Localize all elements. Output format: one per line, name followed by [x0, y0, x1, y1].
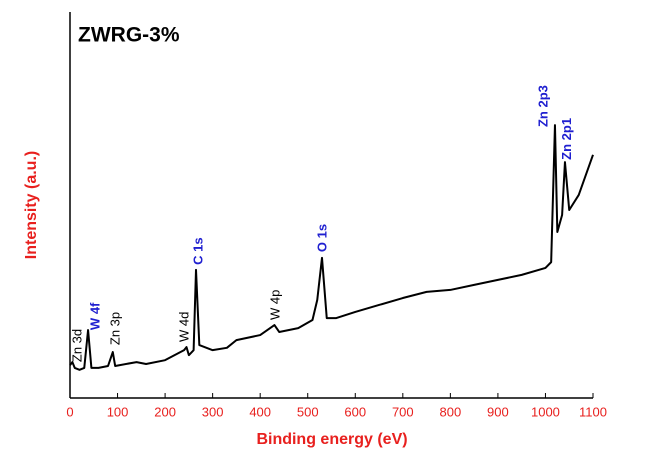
peak-label: O 1s	[314, 224, 329, 252]
x-axis-label: Binding energy (eV)	[256, 431, 407, 448]
y-axis-label: Intensity (a.u.)	[23, 151, 40, 259]
peak-label: Zn 2p3	[535, 85, 550, 127]
peak-label: W 4p	[267, 290, 282, 320]
x-tick-label: 1100	[579, 404, 607, 419]
peak-label: Zn 2p1	[559, 118, 574, 160]
x-tick-label: 600	[344, 404, 366, 419]
peak-label: C 1s	[190, 237, 205, 264]
peak-label: W 4d	[176, 312, 191, 342]
x-tick-label: 400	[249, 404, 271, 419]
peak-label: Zn 3p	[108, 312, 123, 345]
chart-title: ZWRG-3%	[78, 24, 180, 47]
x-tick-label: 200	[154, 404, 176, 419]
x-tick-label: 900	[487, 404, 509, 419]
x-tick-label: 100	[107, 404, 129, 419]
x-tick-label: 700	[392, 404, 414, 419]
x-tick-label: 1000	[531, 404, 560, 419]
spectrum-line	[69, 124, 594, 371]
x-tick-label: 300	[202, 404, 224, 419]
x-tick-label: 500	[297, 404, 319, 419]
peak-label: Zn 3d	[70, 329, 85, 362]
peak-label: W 4f	[88, 302, 103, 330]
x-tick-label: 0	[66, 404, 73, 419]
x-tick-label: 800	[440, 404, 462, 419]
